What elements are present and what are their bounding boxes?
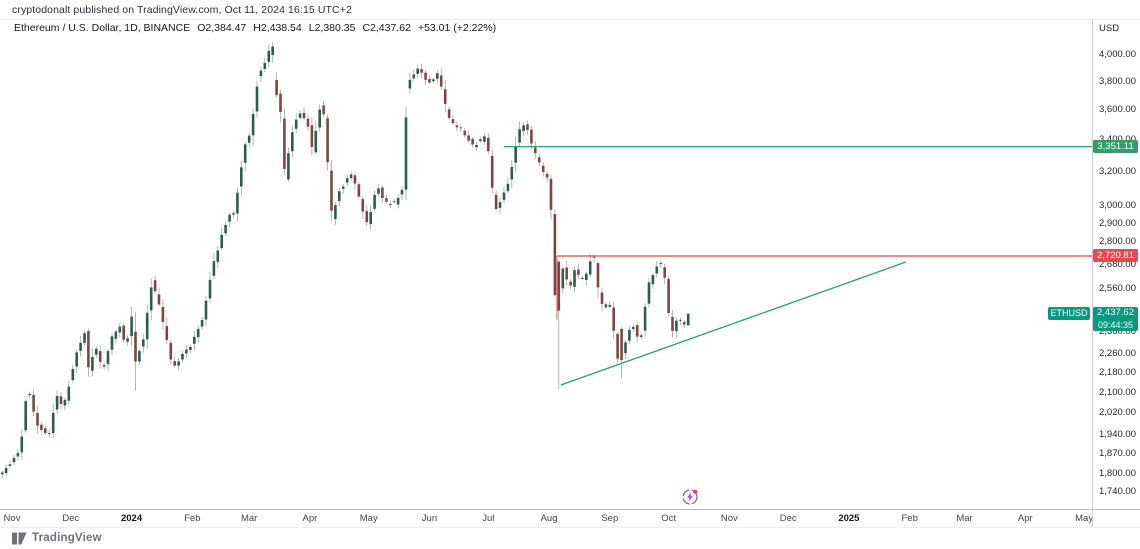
price-tick-label: 1,800.00 — [1099, 467, 1136, 479]
price-tick-label: 2,680.00 — [1099, 258, 1136, 270]
time-tick-label: 2024 — [120, 513, 143, 524]
resistance-price-badge[interactable]: 3,351.11 — [1093, 140, 1138, 154]
price-axis-border — [1092, 19, 1093, 527]
candlestick-chart[interactable] — [0, 19, 1092, 509]
time-tick-label: 2025 — [838, 513, 860, 524]
symbol-price-tag[interactable]: ETHUSD — [1048, 306, 1090, 320]
price-tick-label: 3,600.00 — [1099, 103, 1136, 115]
symbol-legend[interactable]: Ethereum / U.S. Dollar, 1D, BINANCE O2,38… — [14, 22, 503, 34]
last-price-value: 2,437.62 — [1097, 306, 1134, 318]
price-tick-label: 2,360.00 — [1099, 325, 1136, 337]
price-tick-label: 2,900.00 — [1099, 217, 1136, 229]
time-tick-label: Apr — [1017, 513, 1033, 524]
footer-branding: TradingView — [12, 530, 102, 546]
price-tick-label: 3,000.00 — [1099, 199, 1136, 211]
published-idea-icon[interactable] — [681, 488, 699, 506]
time-tick-label: Oct — [661, 513, 676, 524]
last-price-badge[interactable]: 2,437.62 09:44:35 — [1093, 306, 1138, 331]
time-tick-label: Apr — [302, 513, 318, 524]
price-tick-label: 2,800.00 — [1099, 235, 1136, 247]
price-tick-label: 1,740.00 — [1099, 485, 1136, 497]
price-tick-label: 3,800.00 — [1099, 75, 1136, 87]
price-tick-label: 1,940.00 — [1099, 428, 1136, 440]
price-tick-label: 2,260.00 — [1099, 348, 1136, 360]
ohlc-close: C2,437.62 — [362, 22, 411, 34]
header-divider — [0, 19, 1140, 20]
time-tick-label: Sep — [601, 513, 619, 524]
ohlc-high: H2,438.54 — [253, 22, 302, 34]
price-tick-label: 3,400.00 — [1099, 134, 1136, 145]
tradingview-brand-text: TradingView — [32, 532, 102, 544]
chart-canvas[interactable] — [0, 19, 1092, 509]
price-tick-label: 3,200.00 — [1099, 165, 1136, 177]
time-tick-label: Feb — [184, 513, 201, 524]
ohlc-low: L2,380.35 — [308, 22, 356, 34]
time-tick-label: Nov — [3, 513, 21, 524]
price-axis[interactable]: USD 4,000.00 3,800.00 3,600.00 3,400.00 3,20… — [1093, 19, 1140, 509]
time-tick-label: Feb — [901, 513, 918, 524]
time-tick-label: Jul — [482, 513, 495, 524]
price-axis-currency: USD — [1099, 23, 1120, 34]
time-axis[interactable]: Nov Dec 2024 Feb Mar Apr May Jun Jul Aug Sep Oct Nov… — [0, 510, 1092, 527]
footer-divider — [0, 527, 1140, 528]
time-tick-label: Mar — [956, 513, 973, 524]
symbol-title: Ethereum / U.S. Dollar, 1D, BINANCE — [14, 22, 191, 34]
price-tick-label: 4,000.00 — [1099, 48, 1136, 60]
time-axis-border — [0, 509, 1140, 510]
price-tick-label: 1,870.00 — [1099, 447, 1136, 459]
time-tick-label: May — [359, 513, 378, 524]
time-tick-label: Dec — [779, 513, 797, 524]
change-value: +53.01 (+2.22%) — [417, 22, 497, 34]
time-tick-label: Aug — [540, 513, 558, 524]
price-tick-label: 2,180.00 — [1099, 367, 1136, 379]
price-tick-label: 2,560.00 — [1099, 282, 1136, 294]
price-tick-label: 2,020.00 — [1099, 407, 1136, 419]
tradingview-logo-icon — [12, 532, 27, 544]
time-tick-label: May — [1075, 513, 1092, 524]
time-tick-label: Jun — [421, 513, 438, 524]
bar-countdown: 09:44:35 — [1097, 319, 1134, 330]
time-tick-label: Nov — [720, 513, 738, 524]
ohlc-open: O2,384.47 — [197, 22, 247, 34]
attribution-text: cryptodonalt published on TradingView.co… — [12, 4, 352, 16]
time-tick-label: Dec — [62, 513, 80, 524]
time-tick-label: Mar — [240, 513, 258, 524]
price-tick-label: 2,100.00 — [1099, 386, 1136, 398]
supply-price-badge[interactable]: 2,720.81 — [1093, 249, 1138, 263]
